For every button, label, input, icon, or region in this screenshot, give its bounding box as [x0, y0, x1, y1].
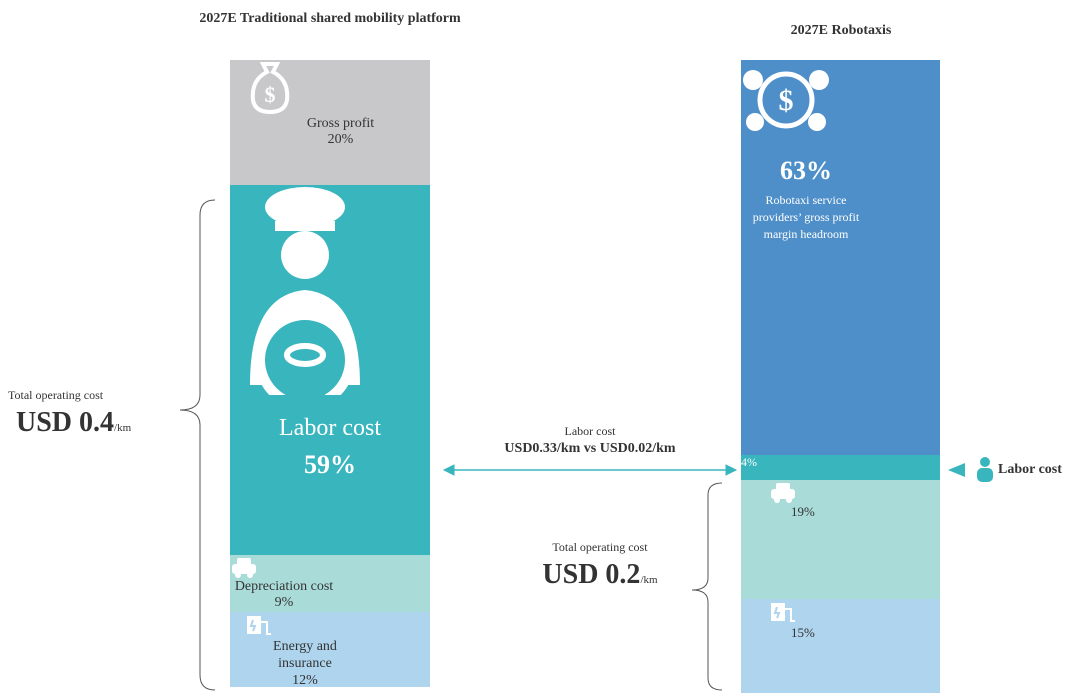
total-amount: USD 0.2 [542, 559, 641, 590]
svg-text:$: $ [779, 84, 794, 117]
icon: $ [741, 60, 831, 140]
right-total: Total operating cost USD 0.2/km [505, 540, 695, 591]
icon [769, 480, 797, 504]
driver-mini-icon [977, 457, 993, 482]
segment: $63% Robotaxi service providers’ gross pr… [741, 60, 940, 455]
total-unit: /km [114, 422, 132, 434]
left-brace [179, 199, 216, 691]
segment-value: 59% [304, 450, 356, 480]
segment: $ Gross profit 20% [230, 60, 430, 186]
segment: Labor cost 59% [230, 185, 430, 556]
total-amount: USD 0.4 [16, 407, 115, 438]
right-title: 2027E Robotaxis [790, 23, 892, 38]
right-brace [691, 482, 723, 691]
comparison: Labor cost USD0.33/km vs USD0.02/km [440, 424, 740, 457]
segment: Depreciation cost 9% [230, 555, 430, 612]
comparison-text: USD0.33/km vs USD0.02/km [504, 441, 676, 456]
segment-text: Gross profit 20% [251, 116, 430, 148]
segment-text: Energy and insurance 12% [265, 638, 345, 689]
left-title: 2027E Traditional shared mobility platfo… [199, 11, 461, 26]
segment: 15% [741, 599, 940, 693]
segment-name: Depreciation cost [234, 579, 334, 595]
svg-text:$: $ [265, 82, 276, 107]
segment-text: Labor cost 59% [230, 415, 430, 480]
segment-value: 12% [292, 672, 318, 688]
icon [230, 555, 258, 579]
icon [245, 612, 273, 638]
segment-value: 15% [791, 625, 815, 641]
segment-value: 9% [274, 595, 294, 611]
segment: 19% [741, 480, 940, 600]
segment-text: 63% Robotaxi service providers’ gross pro… [741, 156, 871, 243]
segment-text: 4% [741, 455, 940, 470]
icon [769, 599, 797, 625]
segment-text: 15% [791, 625, 940, 641]
right-bar: $63% Robotaxi service providers’ gross pr… [741, 60, 940, 693]
comparison-label: Labor cost [564, 424, 616, 438]
segment-name: Robotaxi service providers’ gross profit… [752, 193, 860, 241]
total-unit: /km [640, 574, 658, 586]
segment-value: 20% [327, 132, 354, 147]
segment: 4% [741, 455, 940, 481]
segment-value: 63% [780, 156, 832, 185]
left-bar: $ Gross profit 20% Labor cost 59% Depreciatio… [230, 60, 430, 693]
comparison-arrow [442, 464, 738, 476]
side-pointer [948, 463, 965, 477]
segment-name: Labor cost [279, 415, 381, 442]
segment-name: Energy and insurance [273, 638, 337, 671]
segment-text: 19% [791, 504, 940, 520]
left-total: Total operating cost USD 0.4/km [8, 388, 188, 439]
icon [230, 185, 380, 411]
icon: $ [245, 60, 295, 116]
segment-value: 4% [741, 455, 757, 469]
segment: Energy and insurance 12% [230, 611, 430, 689]
segment-value: 19% [791, 504, 815, 520]
segment-name: Gross profit [306, 116, 375, 131]
total-label: Total operating cost [8, 388, 104, 402]
total-label: Total operating cost [552, 540, 648, 554]
side-label: Labor cost [998, 462, 1062, 477]
segment-text: Depreciation cost 9% [234, 579, 334, 611]
